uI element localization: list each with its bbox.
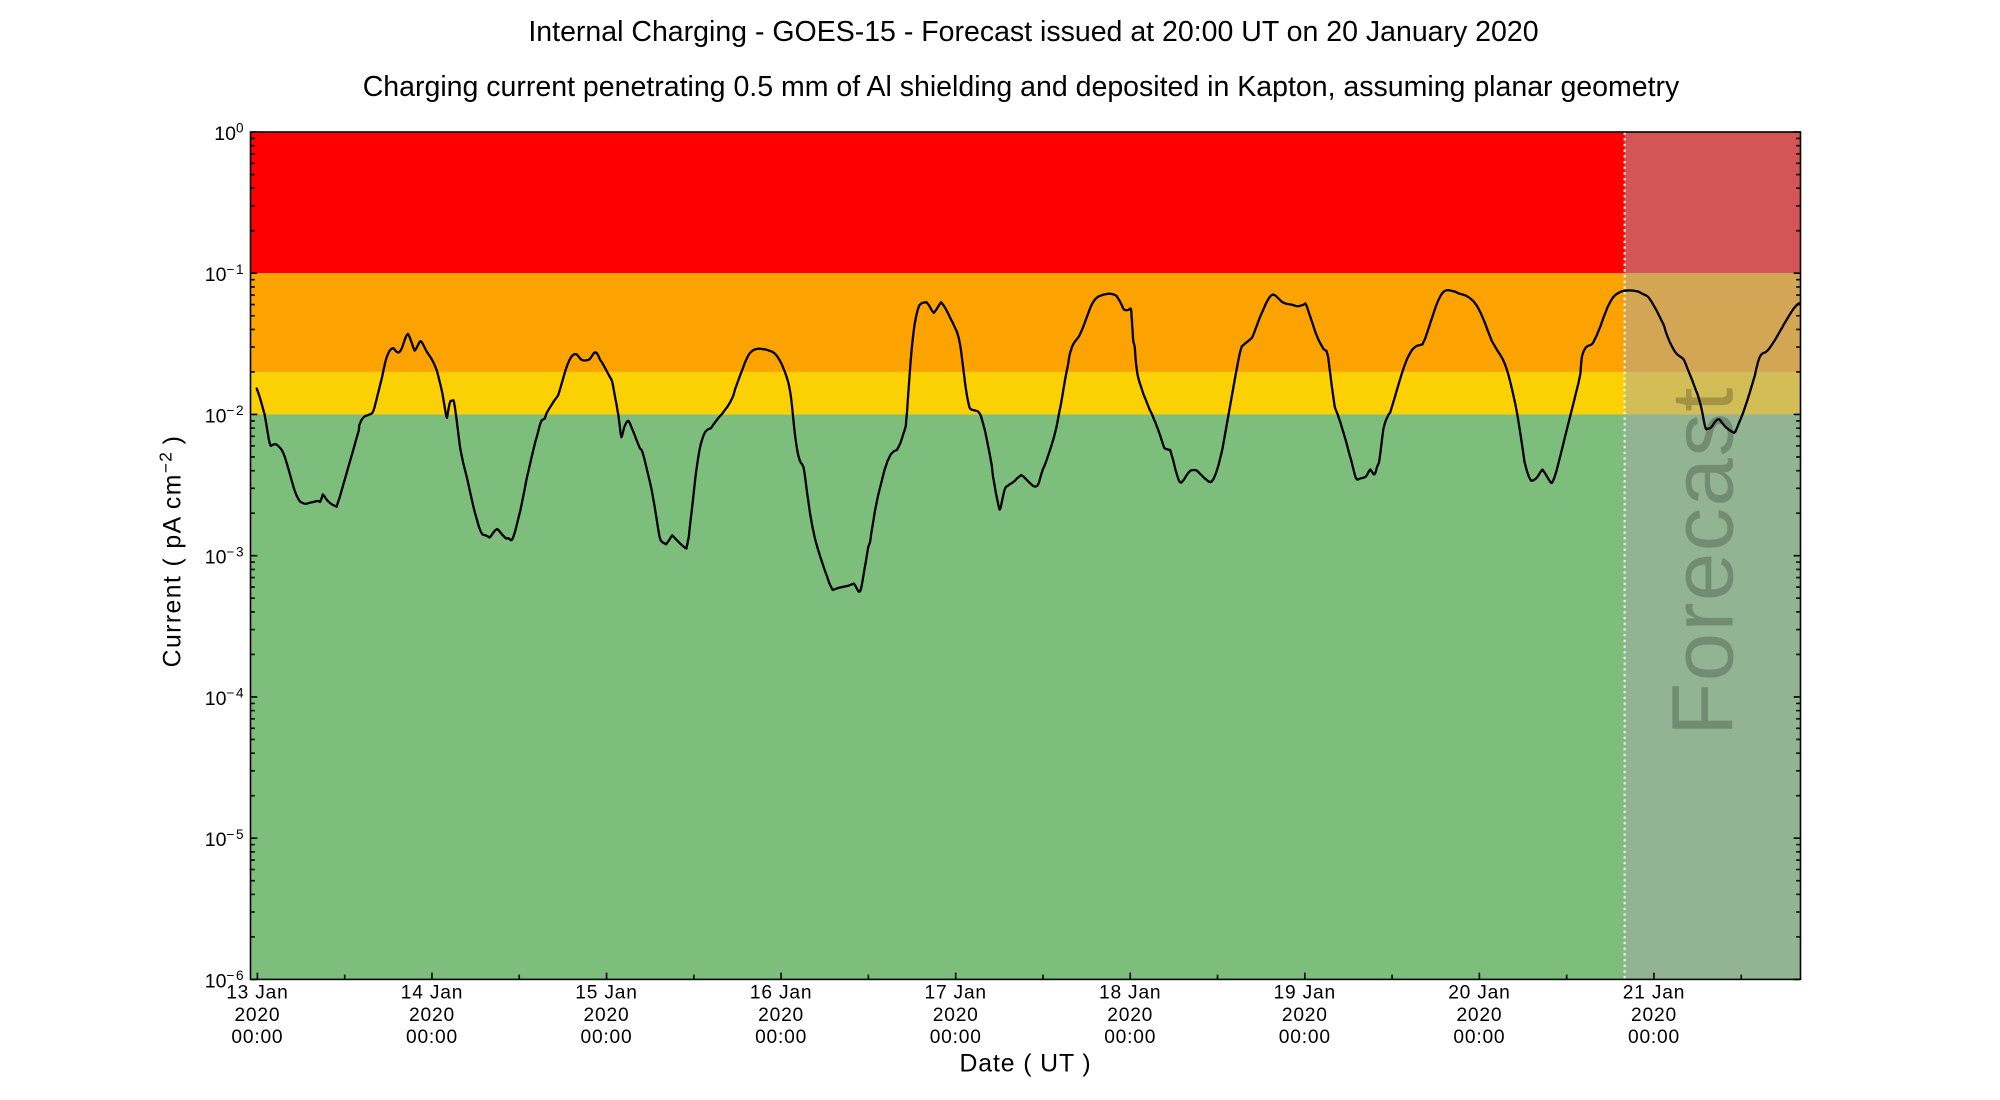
svg-text:13 Jan: 13 Jan bbox=[226, 982, 288, 1003]
svg-text:Charging current penetrating 0: Charging current penetrating 0.5 mm of A… bbox=[363, 71, 1680, 103]
svg-text:2020: 2020 bbox=[584, 1005, 630, 1026]
svg-text:00:00: 00:00 bbox=[1628, 1027, 1680, 1048]
svg-text:19 Jan: 19 Jan bbox=[1274, 982, 1336, 1003]
svg-text:00:00: 00:00 bbox=[1104, 1027, 1156, 1048]
svg-text:Forecast: Forecast bbox=[1655, 386, 1752, 736]
svg-text:14 Jan: 14 Jan bbox=[401, 982, 463, 1003]
svg-text:2020: 2020 bbox=[234, 1005, 280, 1026]
svg-text:2020: 2020 bbox=[933, 1005, 979, 1026]
svg-text:2020: 2020 bbox=[1282, 1005, 1328, 1026]
svg-text:18 Jan: 18 Jan bbox=[1099, 982, 1161, 1003]
svg-text:Internal Charging - GOES-15 -: Internal Charging - GOES-15 - Forecast i… bbox=[528, 16, 1538, 48]
svg-text:00:00: 00:00 bbox=[580, 1027, 632, 1048]
svg-text:Current ( pA cm−2 ): Current ( pA cm−2 ) bbox=[156, 435, 187, 668]
svg-text:20 Jan: 20 Jan bbox=[1448, 982, 1510, 1003]
svg-text:21 Jan: 21 Jan bbox=[1623, 982, 1685, 1003]
svg-text:10−4: 10−4 bbox=[205, 686, 245, 710]
svg-text:15 Jan: 15 Jan bbox=[575, 982, 637, 1003]
svg-text:17 Jan: 17 Jan bbox=[924, 982, 986, 1003]
svg-text:00:00: 00:00 bbox=[1453, 1027, 1505, 1048]
svg-text:2020: 2020 bbox=[1631, 1005, 1677, 1026]
svg-text:2020: 2020 bbox=[409, 1005, 455, 1026]
svg-text:2020: 2020 bbox=[758, 1005, 804, 1026]
svg-text:00:00: 00:00 bbox=[406, 1027, 458, 1048]
svg-text:00:00: 00:00 bbox=[930, 1027, 982, 1048]
svg-text:2020: 2020 bbox=[1456, 1005, 1502, 1026]
svg-text:Date ( UT ): Date ( UT ) bbox=[959, 1050, 1091, 1077]
svg-text:00:00: 00:00 bbox=[1279, 1027, 1331, 1048]
svg-text:00:00: 00:00 bbox=[231, 1027, 283, 1048]
svg-text:2020: 2020 bbox=[1107, 1005, 1153, 1026]
svg-text:00:00: 00:00 bbox=[755, 1027, 807, 1048]
svg-text:16 Jan: 16 Jan bbox=[750, 982, 812, 1003]
svg-text:10−2: 10−2 bbox=[205, 403, 245, 427]
